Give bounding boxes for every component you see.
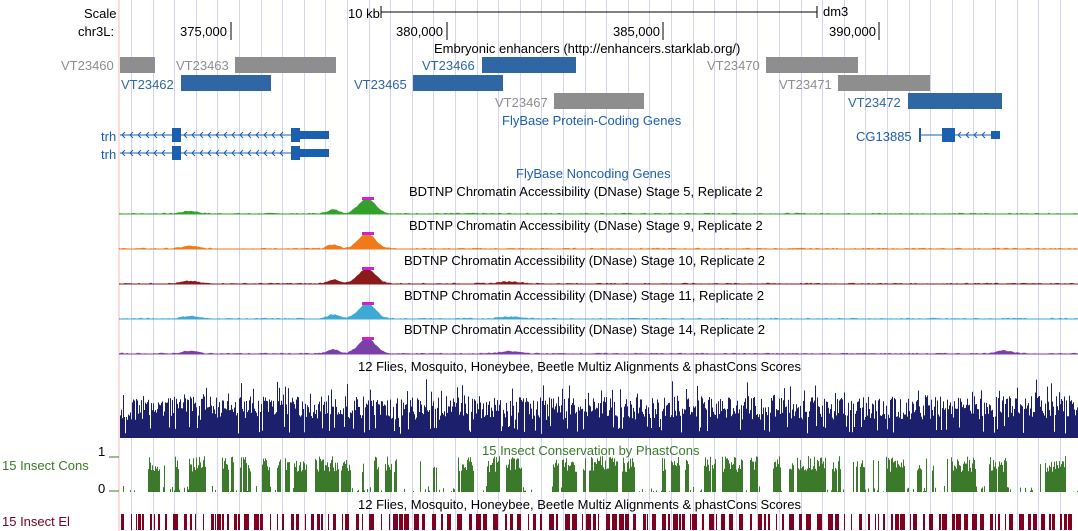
elements-track-title[interactable]: 12 Flies, Mosquito, Honeybee, Beetle Mul… <box>358 497 801 512</box>
dnase-track-4 <box>119 337 1078 355</box>
phastcons-track-title[interactable]: 15 Insect Conservation by PhastCons <box>482 443 700 458</box>
scale-bar <box>380 6 818 18</box>
enhancer-feature[interactable] <box>908 93 1002 109</box>
ruler-tick-label: 380,000 <box>396 24 443 39</box>
gene-label[interactable]: trh <box>101 129 117 144</box>
dnase-stage14-title[interactable]: BDTNP Chromatin Accessibility (DNase) St… <box>404 322 766 337</box>
enhancer-label[interactable]: VT23472 <box>848 95 901 110</box>
dnase-track-3 <box>119 302 1078 320</box>
enhancer-feature[interactable] <box>413 75 503 91</box>
conserved-elements[interactable] <box>0 512 1078 531</box>
elements-side-label[interactable]: 15 Insect El <box>2 514 70 529</box>
ruler-tick-label: 385,000 <box>613 24 660 39</box>
noncoding-genes-track-title[interactable]: FlyBase Noncoding Genes <box>516 166 671 181</box>
enhancer-feature[interactable] <box>120 57 155 73</box>
enhancer-feature[interactable] <box>235 57 336 73</box>
dnase-track-1 <box>119 232 1078 250</box>
chrom-label: chr3L: <box>78 24 115 39</box>
dnase-track-0 <box>119 197 1078 215</box>
gene-label[interactable]: trh <box>101 147 117 162</box>
gene-model-trh[interactable] <box>118 124 334 164</box>
ruler-tick-label: 390,000 <box>829 24 876 39</box>
enhancer-label[interactable]: VT23463 <box>176 58 229 73</box>
phastcons-axis-min: 0 <box>98 481 106 496</box>
enhancer-feature[interactable] <box>838 75 930 91</box>
enhancer-feature[interactable] <box>554 93 644 109</box>
phastcons-axis-max: 1 <box>98 444 106 459</box>
enhancer-feature[interactable] <box>482 57 576 73</box>
enhancer-label[interactable]: VT23465 <box>354 77 407 92</box>
dnase-stage9-title[interactable]: BDTNP Chromatin Accessibility (DNase) St… <box>409 218 763 233</box>
enhancer-label[interactable]: VT23460 <box>61 58 114 73</box>
assembly-label: dm3 <box>823 4 849 19</box>
enhancer-feature[interactable] <box>181 75 271 91</box>
scale-label: Scale <box>84 6 117 21</box>
gene-model-cg13885[interactable] <box>914 124 1004 146</box>
enhancer-feature[interactable] <box>766 57 858 73</box>
phastcons-axis <box>109 456 119 492</box>
enhancer-label[interactable]: VT23471 <box>779 77 832 92</box>
dnase-signal-tracks[interactable] <box>0 0 1078 360</box>
enhancer-label[interactable]: VT23466 <box>422 58 475 73</box>
multiz-signal[interactable] <box>0 374 1078 440</box>
multiz-track-title[interactable]: 12 Flies, Mosquito, Honeybee, Beetle Mul… <box>358 359 801 374</box>
ruler-ticks <box>230 22 880 40</box>
dnase-stage10-title[interactable]: BDTNP Chromatin Accessibility (DNase) St… <box>404 253 766 268</box>
scale-bar-label: 10 kb <box>348 6 380 21</box>
enhancers-track-title[interactable]: Embryonic enhancers (http://enhancers.st… <box>434 41 741 56</box>
dnase-track-2 <box>119 267 1078 285</box>
phastcons-signal[interactable] <box>0 455 1078 495</box>
gene-label[interactable]: CG13885 <box>856 129 912 144</box>
coding-genes-track-title[interactable]: FlyBase Protein-Coding Genes <box>502 113 682 128</box>
enhancer-label[interactable]: VT23470 <box>707 58 760 73</box>
enhancer-label[interactable]: VT23462 <box>121 77 174 92</box>
dnase-stage5-title[interactable]: BDTNP Chromatin Accessibility (DNase) St… <box>409 184 763 199</box>
ruler-tick-label: 375,000 <box>180 24 227 39</box>
phastcons-side-label[interactable]: 15 Insect Cons <box>2 458 89 473</box>
enhancer-label[interactable]: VT23467 <box>495 95 548 110</box>
dnase-stage11-title[interactable]: BDTNP Chromatin Accessibility (DNase) St… <box>404 288 765 303</box>
